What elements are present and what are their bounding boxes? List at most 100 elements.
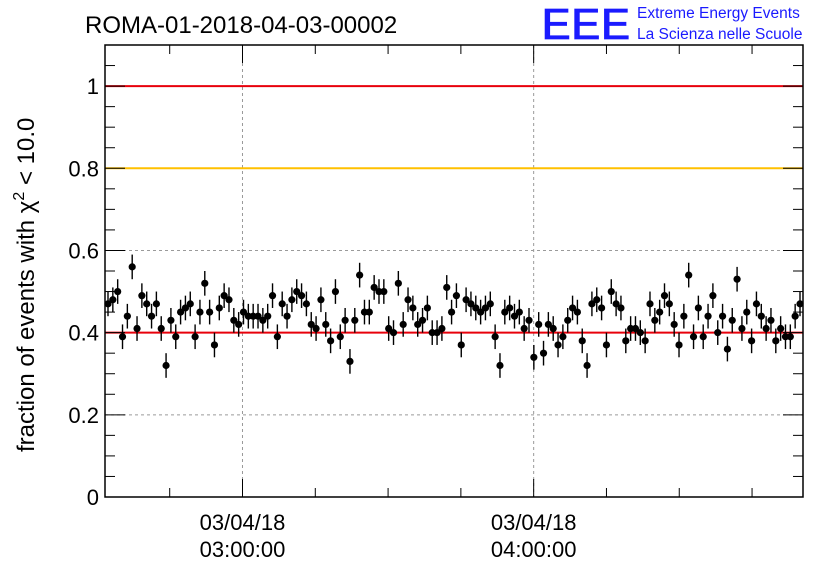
data-point (709, 292, 717, 300)
data-point (510, 312, 519, 320)
data-point (273, 333, 281, 341)
logo-mark: EEE (541, 0, 631, 50)
data-point (723, 345, 732, 353)
data-point (670, 320, 678, 329)
data-point (365, 308, 373, 316)
data-point (622, 337, 630, 345)
y-axis-label: fraction of events with χ2 < 10.0 (11, 118, 40, 452)
data-point (457, 341, 465, 349)
eee-logo: EEE Extreme Energy Events La Scienza nel… (540, 0, 802, 51)
data-point (356, 271, 364, 279)
data-point (689, 333, 698, 341)
data-point (578, 337, 586, 345)
chart-title: ROMA-01-2018-04-03-00002 (85, 12, 397, 39)
data-point (777, 324, 785, 333)
data-point (327, 337, 335, 345)
data-point (651, 316, 659, 324)
data-point (109, 296, 117, 304)
data-point (264, 312, 272, 320)
data-point (123, 312, 131, 320)
data-point (554, 341, 562, 349)
data-point (665, 300, 673, 308)
data-point (748, 337, 756, 345)
y-tick-label: 1 (87, 74, 99, 99)
data-point (312, 324, 320, 333)
data-point (757, 312, 765, 320)
data-point (191, 333, 199, 341)
data-point (491, 333, 499, 341)
data-point (307, 320, 315, 329)
data-point (133, 324, 141, 333)
data-point (283, 312, 291, 320)
data-point (210, 341, 219, 349)
data-point (254, 312, 262, 320)
data-point (389, 329, 398, 337)
data-point (196, 308, 204, 316)
y-tick-label: 0.8 (68, 156, 99, 181)
data-point (176, 308, 185, 316)
data-point (104, 300, 112, 308)
data-point (259, 316, 267, 324)
data-point (714, 329, 722, 337)
data-point (607, 287, 615, 296)
data-point (181, 304, 190, 312)
data-point (472, 304, 480, 312)
data-point (612, 300, 620, 308)
data-point (467, 300, 475, 308)
data-point (331, 287, 340, 296)
data-point (486, 300, 494, 308)
data-point (718, 312, 727, 320)
data-point (293, 287, 301, 296)
data-point (636, 329, 644, 337)
data-point (544, 320, 552, 329)
data-point (230, 316, 238, 324)
data-point (152, 300, 160, 308)
logo-line1: Extreme Energy Events (637, 5, 800, 22)
data-point (506, 304, 514, 312)
data-point (656, 308, 664, 316)
data-point (568, 304, 577, 312)
data-point (694, 304, 702, 312)
axes (104, 44, 804, 498)
data-point (496, 361, 504, 370)
data-point (762, 324, 770, 333)
data-point (772, 337, 780, 345)
data-point (322, 320, 330, 329)
y-tick-label: 0 (87, 485, 99, 510)
data-point (138, 292, 146, 300)
data-point (515, 308, 523, 316)
data-point (525, 316, 533, 324)
data-point (288, 296, 296, 304)
data-point (767, 316, 775, 324)
data-point (239, 308, 248, 316)
data-point (685, 271, 693, 279)
reference-lines (105, 85, 803, 334)
data-point (733, 275, 741, 283)
data-points (104, 254, 804, 378)
data-point (443, 283, 451, 292)
data-point (573, 308, 581, 316)
y-label-sup: 2 (11, 192, 28, 201)
data-point (699, 333, 707, 341)
data-point (346, 357, 354, 365)
data-point (157, 324, 165, 333)
data-point (704, 312, 712, 320)
data-point (235, 320, 243, 329)
data-point (680, 312, 688, 320)
data-point (399, 320, 407, 329)
data-point (564, 316, 572, 324)
data-point (418, 316, 427, 324)
data-point (172, 333, 180, 341)
x-tick-label-date: 03/04/18 (200, 510, 286, 535)
data-point (167, 316, 175, 324)
data-point (588, 300, 596, 308)
x-tick-label-date: 03/04/18 (491, 510, 577, 535)
data-point (297, 292, 306, 300)
data-point (602, 341, 611, 349)
data-point (370, 283, 378, 292)
data-point (404, 296, 412, 304)
data-point (423, 304, 431, 312)
data-point (351, 316, 359, 324)
data-point (481, 304, 490, 312)
